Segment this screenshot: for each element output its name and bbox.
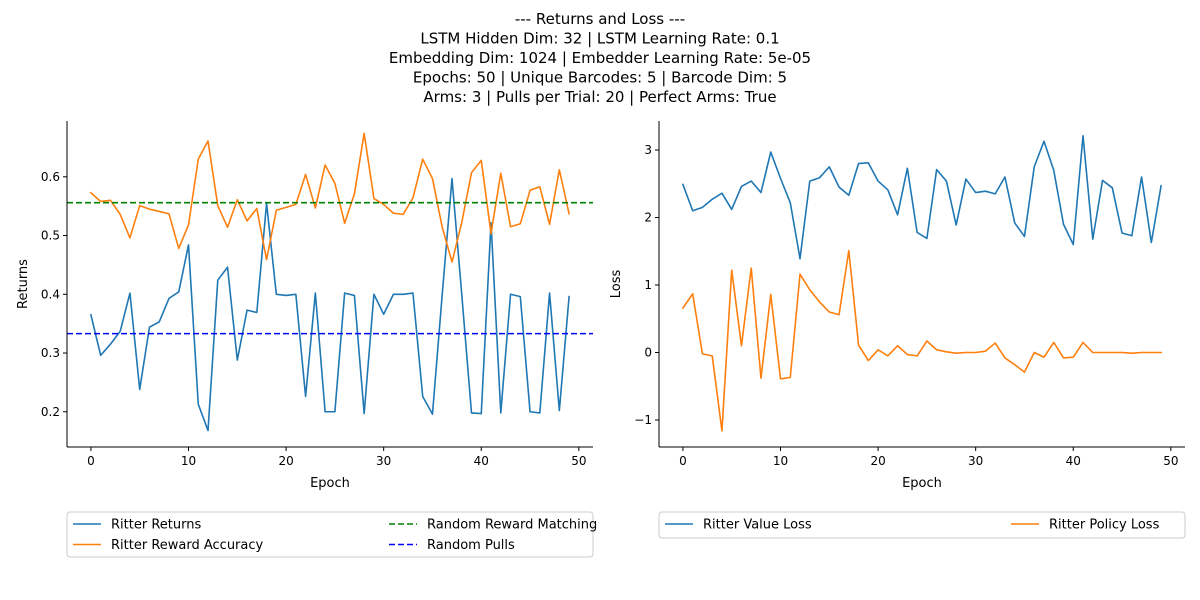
y-tick-label: 0.4 — [41, 287, 60, 301]
x-tick-label: 0 — [679, 454, 687, 468]
title-line: --- Returns and Loss --- — [515, 10, 685, 28]
x-tick-label: 30 — [376, 454, 391, 468]
legend-item-random-reward-matching: Random Reward Matching — [389, 518, 597, 533]
x-axis-label: Epoch — [902, 476, 942, 491]
x-tick-label: 30 — [968, 454, 983, 468]
plot-area — [67, 132, 593, 432]
title-line: LSTM Hidden Dim: 32 | LSTM Learning Rate… — [420, 30, 779, 48]
figure-title: --- Returns and Loss --- LSTM Hidden Dim:… — [389, 10, 811, 106]
plot-area — [681, 135, 1163, 432]
legend-label: Random Pulls — [427, 538, 515, 553]
x-axis-label: Epoch — [310, 476, 350, 491]
legend-item-random-pulls: Random Pulls — [389, 538, 515, 553]
y-tick-label: −1 — [634, 413, 652, 427]
y-tick-label: 0.3 — [41, 346, 60, 360]
legend-item-ritter-value-loss: Ritter Value Loss — [665, 518, 812, 533]
y-tick-label: 0 — [644, 346, 652, 360]
legend-frame — [66, 511, 594, 558]
title-line: Embedding Dim: 1024 | Embedder Learning … — [389, 49, 811, 67]
legend-label: Ritter Policy Loss — [1049, 518, 1160, 533]
legend-item-ritter-returns: Ritter Returns — [73, 518, 201, 533]
y-tick-label: 0.5 — [41, 229, 60, 243]
y-axis-label: Returns — [16, 259, 31, 309]
series-ritter-policy-loss-line — [681, 249, 1162, 432]
y-tick-label: 0.2 — [41, 405, 60, 419]
y-tick-label: 2 — [644, 211, 652, 225]
x-tick-label: 20 — [870, 454, 885, 468]
y-tick-label: 1 — [644, 278, 652, 292]
series-ritter-reward-accuracy-line — [89, 132, 571, 263]
loss-chart: 0 10 20 30 40 50 −1 0 1 2 3 Epoch Loss Ritter Value L… — [609, 121, 1186, 539]
legend-item-ritter-policy-loss: Ritter Policy Loss — [1011, 518, 1160, 533]
series-ritter-returns-line — [89, 177, 570, 432]
x-tick-label: 40 — [474, 454, 489, 468]
legend-label: Ritter Reward Accuracy — [111, 538, 264, 553]
series-ritter-value-loss-line — [681, 135, 1163, 260]
x-tick-label: 20 — [278, 454, 293, 468]
x-tick-label: 50 — [571, 454, 586, 468]
x-tick-label: 40 — [1066, 454, 1081, 468]
legend-label: Ritter Value Loss — [703, 518, 812, 533]
legend: Ritter Value Loss Ritter Policy Loss — [658, 511, 1186, 539]
title-line: Arms: 3 | Pulls per Trial: 20 | Perfect … — [423, 88, 776, 106]
legend-frame — [658, 511, 1186, 539]
x-tick-label: 0 — [87, 454, 95, 468]
returns-chart: 0 10 20 30 40 50 0.2 0.3 0.4 0.5 0.6 Epoch Returns Ri… — [16, 121, 597, 558]
x-tick-label: 50 — [1163, 454, 1178, 468]
legend-label: Random Reward Matching — [427, 518, 597, 533]
legend: Ritter Returns Ritter Reward Accuracy Rand… — [66, 511, 597, 558]
title-line: Epochs: 50 | Unique Barcodes: 5 | Barcod… — [413, 69, 787, 87]
x-tick-label: 10 — [773, 454, 788, 468]
y-axis-label: Loss — [609, 270, 624, 299]
legend-item-ritter-reward-accuracy: Ritter Reward Accuracy — [73, 538, 264, 553]
x-tick-label: 10 — [181, 454, 196, 468]
legend-label: Ritter Returns — [111, 518, 201, 533]
y-tick-label: 3 — [644, 143, 652, 157]
y-tick-label: 0.6 — [41, 170, 60, 184]
